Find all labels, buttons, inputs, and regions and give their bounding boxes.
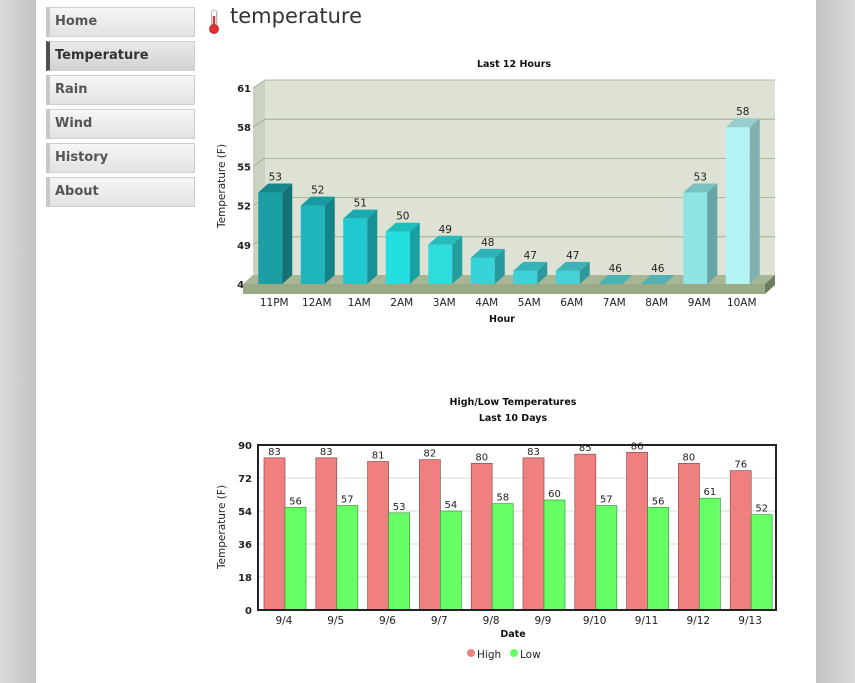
left-page-shadow — [0, 0, 36, 683]
page-container: Home Temperature Rain Wind History About… — [36, 0, 816, 683]
nav-about-button[interactable]: About — [46, 177, 195, 207]
page-title: temperature — [230, 4, 362, 28]
nav-home-button[interactable]: Home — [46, 7, 195, 37]
nav-temperature-button[interactable]: Temperature — [46, 41, 195, 71]
sidebar-nav: Home Temperature Rain Wind History About — [46, 7, 195, 211]
nav-history-button[interactable]: History — [46, 143, 195, 173]
thermometer-icon — [209, 9, 219, 34]
right-page-shadow — [816, 0, 855, 683]
nav-wind-button[interactable]: Wind — [46, 109, 195, 139]
nav-rain-button[interactable]: Rain — [46, 75, 195, 105]
